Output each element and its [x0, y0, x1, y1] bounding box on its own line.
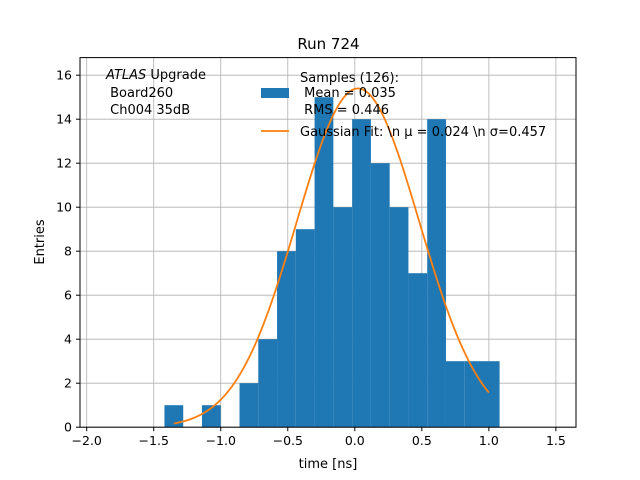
x-tick-label: 0.5	[412, 433, 432, 448]
legend-samples-line-3: RMS = 0.446	[300, 103, 389, 118]
y-tick-label: 14	[56, 112, 72, 127]
histogram-bar	[445, 361, 465, 428]
chart-title: Run 724	[297, 35, 359, 53]
histogram-bar	[314, 97, 334, 428]
x-tick-label: −0.5	[273, 433, 303, 448]
y-tick-label: 4	[64, 332, 72, 347]
x-tick-label: −1.0	[206, 433, 236, 448]
x-tick-label: −1.5	[139, 433, 169, 448]
histogram-bar	[239, 383, 259, 428]
legend-fit-label: Gaussian Fit: \n μ = 0.024 \n σ=0.457	[300, 125, 546, 140]
legend-samples-line-1: Samples (126):	[300, 71, 399, 86]
histogram-bar	[389, 207, 409, 428]
histogram-bar	[258, 339, 278, 428]
y-tick-label: 8	[64, 244, 72, 259]
annotation-italic: ATLAS	[105, 68, 146, 83]
annotation-line-3: Ch004 35dB	[106, 103, 190, 118]
y-tick-label: 6	[64, 288, 72, 303]
histogram-bar	[277, 251, 296, 428]
annotation-line-2: Board260	[106, 86, 173, 101]
histogram-bar	[333, 207, 353, 428]
x-axis-label: time [ns]	[299, 457, 358, 472]
annotation-box: ATLAS Upgrade Board260 Ch004 35dB	[105, 68, 206, 118]
x-tick-label: −2.0	[72, 433, 102, 448]
y-tick-label: 0	[64, 420, 72, 435]
histogram-bar	[370, 163, 390, 428]
x-axis: −2.0 −1.5 −1.0 −0.5 0.0 0.5 1.0 1.5	[72, 427, 566, 448]
gaussian-fit-curve	[173, 87, 490, 425]
y-axis: 0 2 4 6 8 10 12 14 16	[56, 68, 80, 435]
gaussian-fit	[173, 87, 490, 425]
y-tick-label: 12	[56, 156, 72, 171]
legend-patch-samples	[261, 88, 289, 98]
x-tick-label: 0.0	[345, 433, 365, 448]
annotation-line-1: ATLAS Upgrade	[105, 68, 206, 83]
histogram-bar	[408, 273, 428, 428]
legend: Samples (126): Mean = 0.035 RMS = 0.446 …	[261, 71, 546, 140]
x-tick-label: 1.5	[546, 433, 566, 448]
histogram-bar	[164, 405, 184, 428]
histogram-bar	[483, 361, 500, 428]
y-tick-label: 2	[64, 376, 72, 391]
y-tick-label: 16	[56, 68, 72, 83]
y-axis-label: Entries	[33, 219, 48, 265]
y-tick-label: 10	[56, 200, 72, 215]
histogram-bar	[295, 229, 315, 428]
legend-samples-line-2: Mean = 0.035	[300, 86, 396, 101]
annotation-rest: Upgrade	[146, 68, 206, 83]
x-tick-label: 1.0	[479, 433, 499, 448]
histogram-bars	[164, 97, 500, 428]
plot-frame	[79, 57, 577, 428]
histogram-bar	[427, 119, 446, 428]
histogram-bar	[352, 119, 371, 428]
